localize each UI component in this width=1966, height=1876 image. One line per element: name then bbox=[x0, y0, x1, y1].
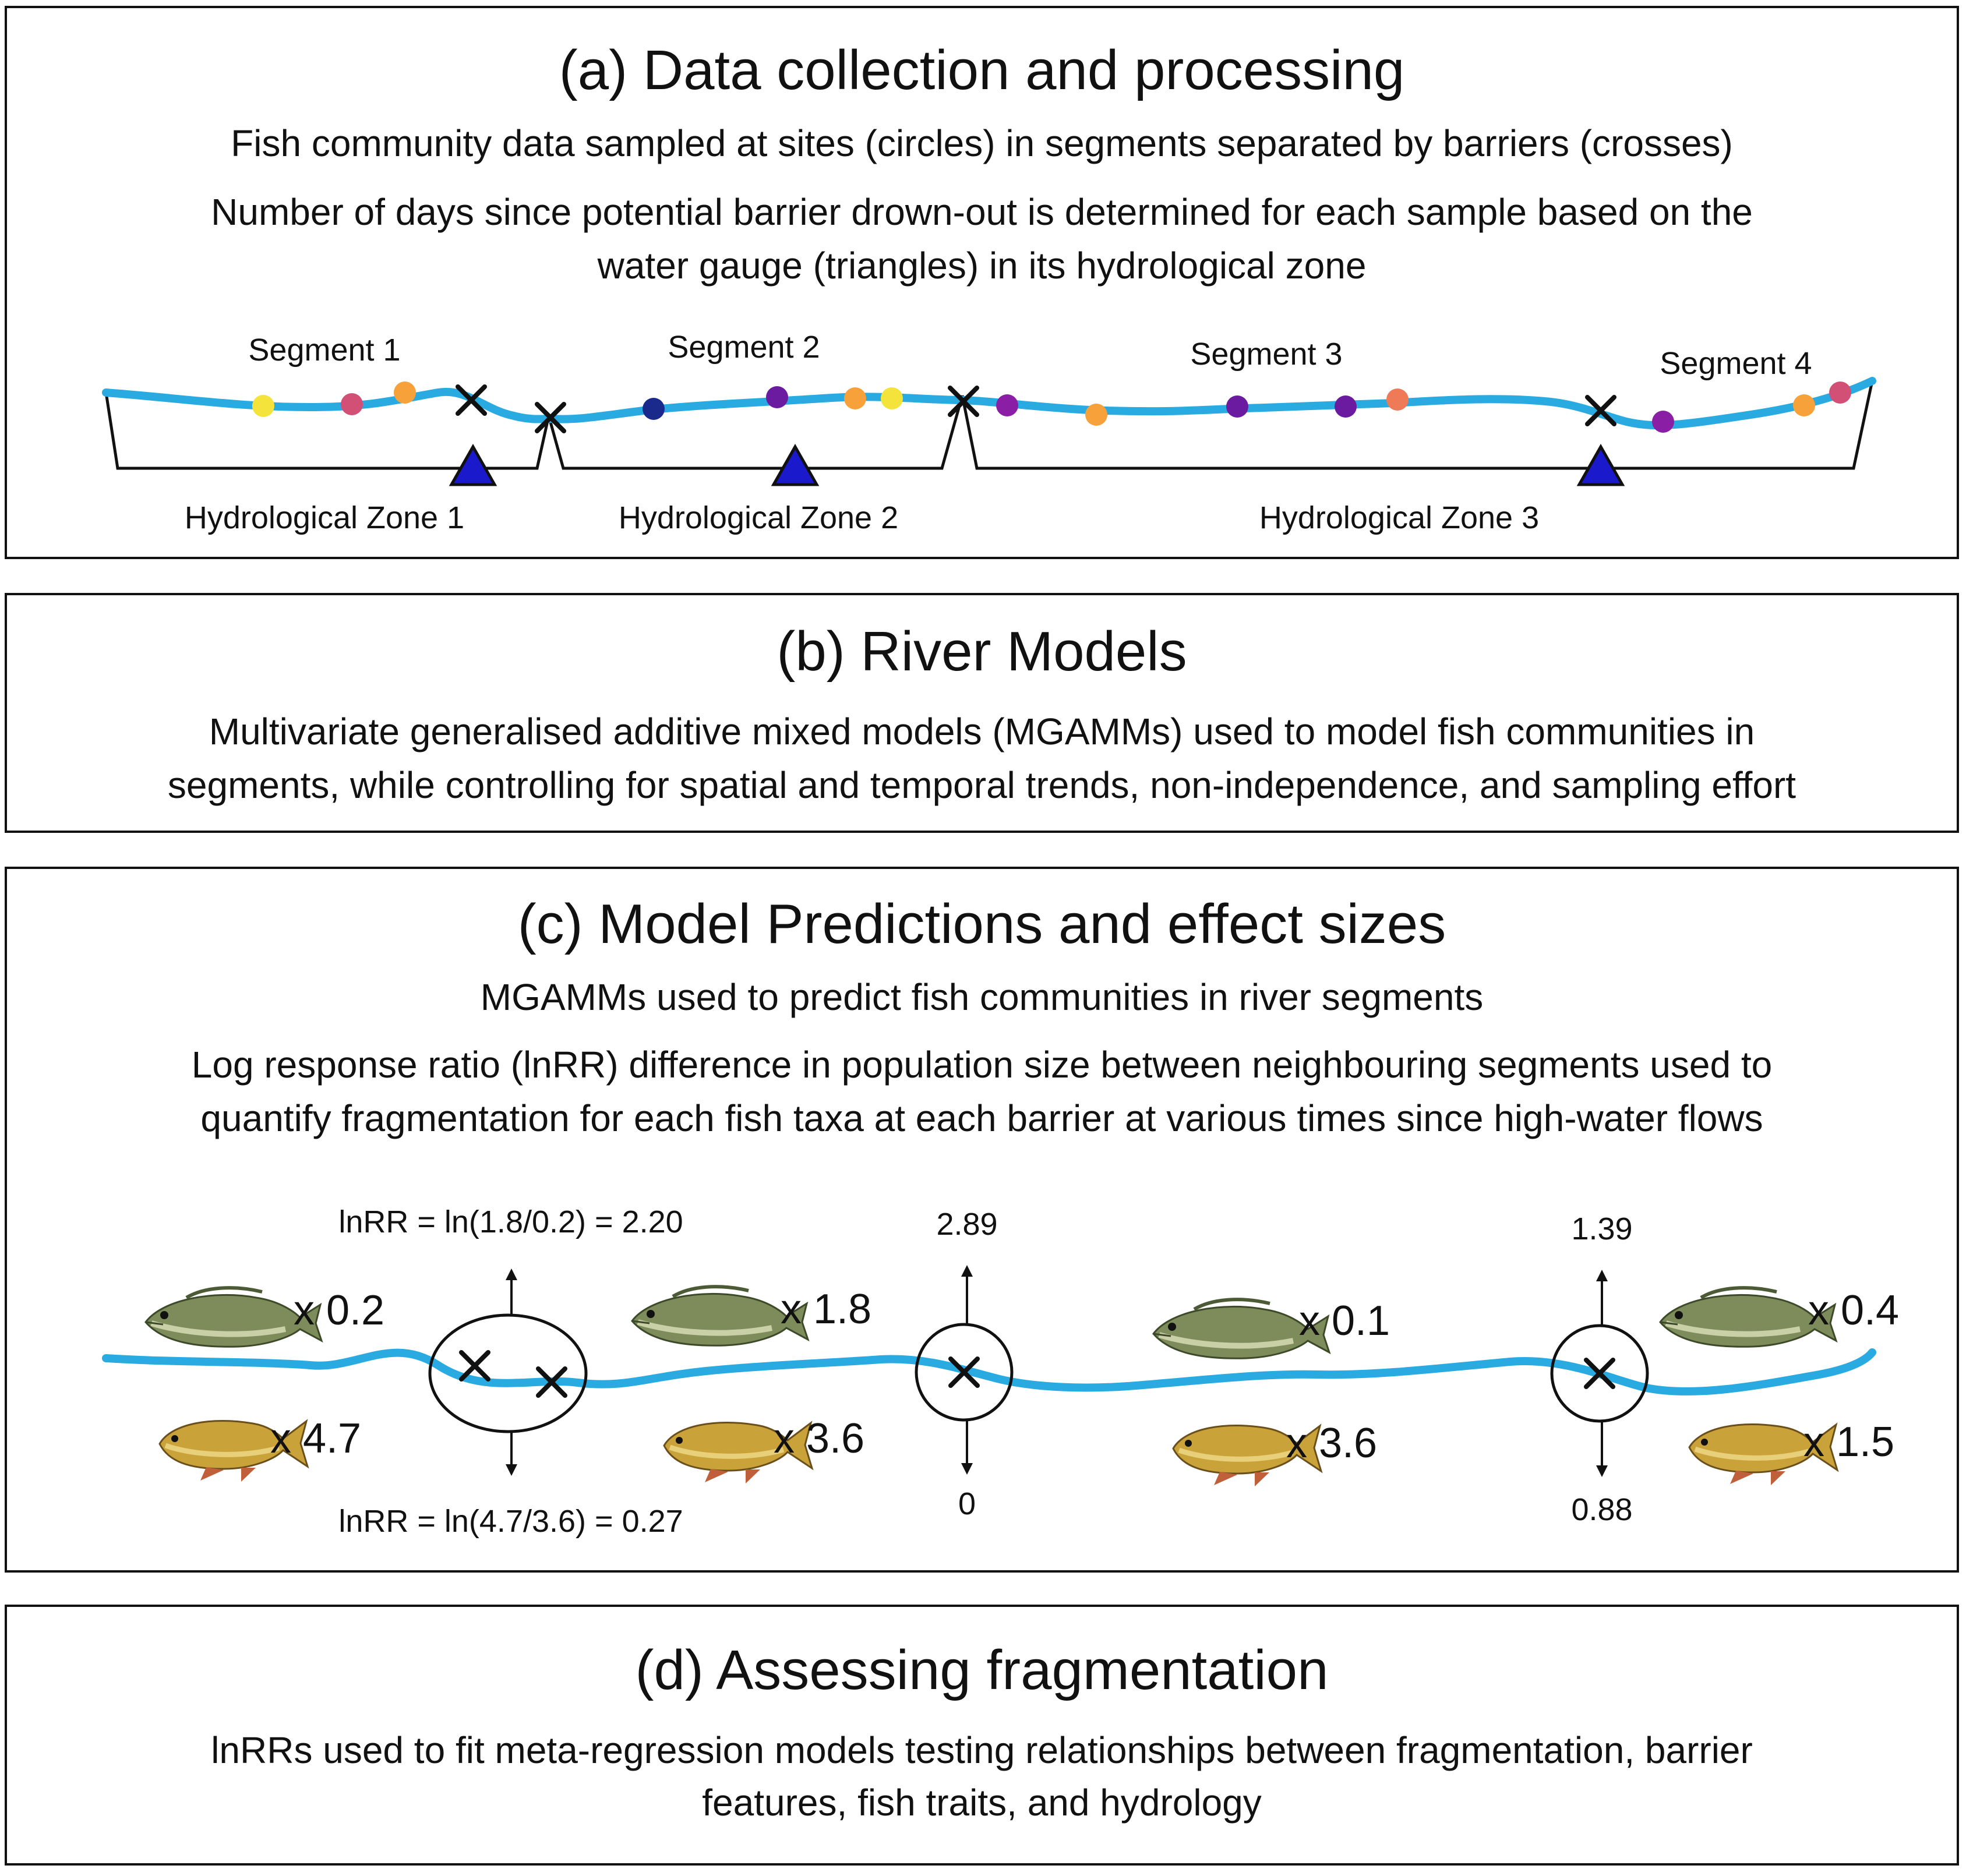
barrier-circle-3 bbox=[1550, 1324, 1649, 1423]
barrier-1-top-label: lnRR = ln(1.8/0.2) = 2.20 bbox=[338, 1204, 683, 1239]
gauge-triangle-2 bbox=[771, 443, 820, 486]
site-circle bbox=[844, 387, 866, 409]
bass-count-2: x 1.8 bbox=[781, 1286, 871, 1333]
site-circle bbox=[341, 393, 363, 415]
panel-b-title: (b) River Models bbox=[776, 620, 1187, 683]
panel-a-line-2: Number of days since potential barrier d… bbox=[211, 191, 1753, 233]
barrier-cross-3 bbox=[948, 386, 979, 417]
barrier-circle-2 bbox=[915, 1323, 1014, 1422]
zone-label-3: Hydrological Zone 3 bbox=[1259, 500, 1539, 535]
panel-d-title: (d) Assessing fragmentation bbox=[635, 1639, 1329, 1701]
site-circle bbox=[643, 398, 665, 420]
barrier-cross bbox=[948, 1356, 980, 1388]
panel-a: (a) Data collection and processing Fish … bbox=[5, 6, 1959, 559]
river-schematic: Segment 1 Segment 2 Segment 3 Segment 4 … bbox=[102, 330, 1876, 535]
panel-b-line-2: segments, while controlling for spatial … bbox=[167, 764, 1796, 806]
site-circle bbox=[1335, 395, 1357, 418]
gauge-triangle-3 bbox=[1576, 443, 1625, 486]
barrier-2-top-label: 2.89 bbox=[936, 1207, 997, 1242]
site-circle bbox=[1386, 388, 1409, 411]
site-circle bbox=[394, 381, 416, 404]
segment-label-3: Segment 3 bbox=[1190, 337, 1342, 372]
segment-label-2: Segment 2 bbox=[668, 330, 820, 365]
barrier-3-bottom-label: 0.88 bbox=[1571, 1492, 1632, 1527]
barrier-2-bottom-label: 0 bbox=[958, 1486, 976, 1521]
river-line bbox=[102, 1348, 1876, 1395]
panel-c-line-1: MGAMMs used to predict fish communities … bbox=[480, 976, 1484, 1018]
segment-label-1: Segment 1 bbox=[248, 333, 400, 368]
site-circle bbox=[881, 387, 903, 409]
panel-a-line-1: Fish community data sampled at sites (ci… bbox=[231, 122, 1733, 164]
segment-label-4: Segment 4 bbox=[1660, 346, 1812, 381]
carp-count-4: x 1.5 bbox=[1803, 1419, 1894, 1465]
carp-count-2: x 3.6 bbox=[774, 1415, 864, 1462]
site-circle bbox=[1652, 411, 1674, 433]
site-circle bbox=[1226, 395, 1248, 418]
panel-c-title: (c) Model Predictions and effect sizes bbox=[517, 893, 1446, 955]
zone-2-bracket bbox=[547, 395, 964, 470]
panel-b-line-1: Multivariate generalised additive mixed … bbox=[209, 711, 1755, 752]
gauge-triangle-1 bbox=[449, 443, 497, 486]
site-circle bbox=[766, 386, 788, 408]
barrier-group-ellipse-1 bbox=[428, 1313, 588, 1433]
zone-label-1: Hydrological Zone 1 bbox=[185, 500, 464, 535]
barrier-cross bbox=[1584, 1358, 1615, 1389]
panel-a-title: (a) Data collection and processing bbox=[559, 39, 1405, 101]
carp-count-3: x 3.6 bbox=[1286, 1420, 1377, 1467]
effect-size-schematic: lnRR = ln(1.8/0.2) = 2.20 lnRR = ln(4.7/… bbox=[102, 1204, 1899, 1539]
carp-count-1: x 4.7 bbox=[270, 1415, 361, 1462]
zone-label-2: Hydrological Zone 2 bbox=[619, 500, 898, 535]
panel-c: (c) Model Predictions and effect sizes M… bbox=[5, 867, 1959, 1573]
site-circle bbox=[1085, 404, 1107, 426]
panel-d: (d) Assessing fragmentation lnRRs used t… bbox=[5, 1605, 1959, 1866]
panel-c-line-2: Log response ratio (lnRR) difference in … bbox=[191, 1044, 1773, 1086]
bass-count-1: x 0.2 bbox=[294, 1287, 384, 1334]
site-circle bbox=[1793, 394, 1815, 416]
bass-count-4: x 0.4 bbox=[1808, 1287, 1899, 1334]
panel-a-line-3: water gauge (triangles) in its hydrologi… bbox=[597, 245, 1367, 287]
barrier-cross bbox=[459, 1350, 567, 1398]
zone-3-bracket bbox=[961, 380, 1874, 470]
site-circle bbox=[252, 395, 274, 417]
site-circle bbox=[1829, 381, 1851, 404]
barrier-1-bottom-label: lnRR = ln(4.7/3.6) = 0.27 bbox=[338, 1504, 683, 1539]
zone-1-bracket bbox=[104, 392, 550, 470]
bass-count-3: x 0.1 bbox=[1299, 1298, 1390, 1344]
panel-d-line-1: lnRRs used to fit meta-regression models… bbox=[211, 1729, 1753, 1771]
barrier-cross-4 bbox=[1585, 395, 1616, 426]
panel-c-line-3: quantify fragmentation for each fish tax… bbox=[200, 1097, 1763, 1139]
barrier-cross-1 bbox=[456, 384, 487, 416]
barrier-cross-2 bbox=[535, 402, 566, 433]
site-circle bbox=[996, 394, 1018, 416]
barrier-3-top-label: 1.39 bbox=[1571, 1211, 1632, 1246]
panel-b: (b) River Models Multivariate generalise… bbox=[5, 593, 1959, 833]
panel-d-line-2: features, fish traits, and hydrology bbox=[702, 1782, 1262, 1824]
